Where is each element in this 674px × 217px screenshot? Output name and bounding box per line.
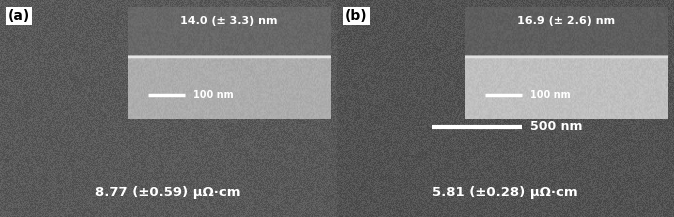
- Text: 100 nm: 100 nm: [530, 90, 570, 100]
- Text: 500 nm: 500 nm: [530, 120, 582, 133]
- Text: 100 nm: 100 nm: [193, 90, 233, 100]
- Text: (a): (a): [8, 9, 30, 23]
- Text: 14.0 (± 3.3) nm: 14.0 (± 3.3) nm: [181, 16, 278, 26]
- Text: 5.81 (±0.28) μΩ·cm: 5.81 (±0.28) μΩ·cm: [432, 186, 578, 199]
- Text: 8.77 (±0.59) μΩ·cm: 8.77 (±0.59) μΩ·cm: [95, 186, 241, 199]
- Text: (b): (b): [345, 9, 367, 23]
- Text: 16.9 (± 2.6) nm: 16.9 (± 2.6) nm: [517, 16, 615, 26]
